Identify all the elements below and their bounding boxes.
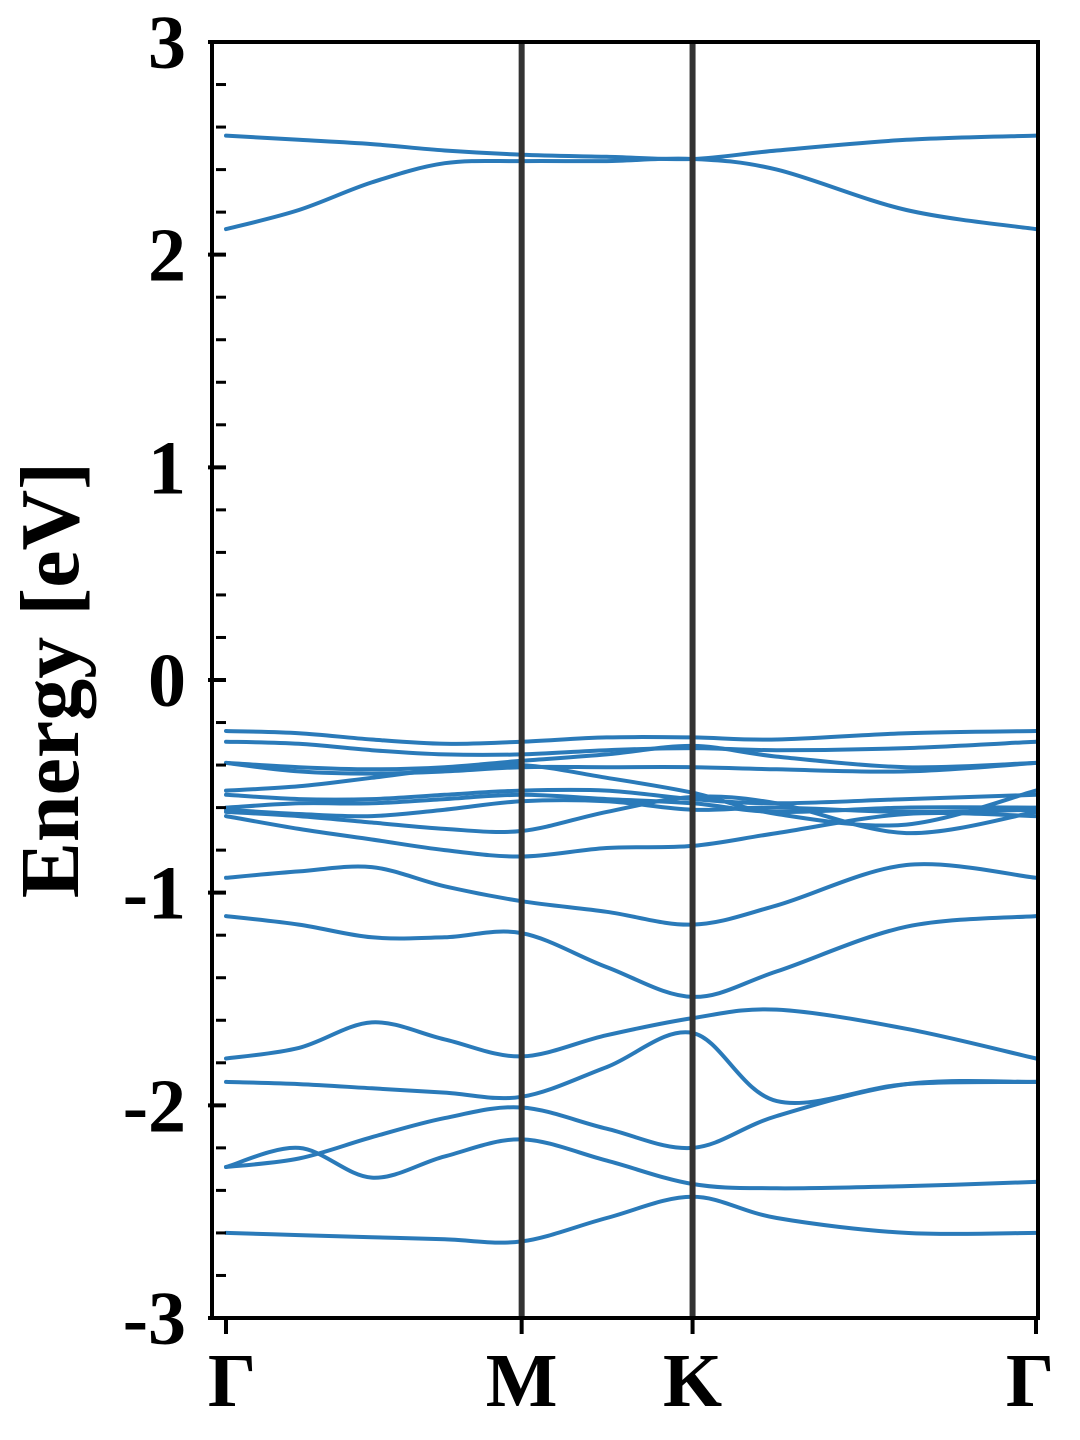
x-tick-label: Γ	[1006, 1339, 1054, 1423]
band-lines	[224, 133, 1038, 1245]
y-tick-label: -2	[123, 1064, 186, 1148]
y-axis-title: Energy [eV]	[4, 462, 97, 898]
band-line-4	[224, 739, 1038, 757]
y-tick-label: 0	[148, 639, 186, 723]
band-line-6	[224, 760, 1038, 776]
band-line-13	[224, 862, 1038, 927]
band-line-1	[224, 133, 1038, 162]
band-line-16	[224, 1030, 1038, 1106]
x-tick-label: K	[663, 1339, 722, 1423]
band-line-7	[224, 762, 1038, 828]
x-tick-label: Γ	[208, 1339, 256, 1423]
y-tick-label: 3	[148, 1, 186, 85]
y-tick-label: -1	[123, 852, 186, 936]
band-line-9	[224, 792, 1038, 814]
y-tick-label: 2	[148, 214, 186, 298]
y-tick-label: -3	[123, 1277, 186, 1361]
band-line-12	[224, 811, 1038, 859]
band-line-15	[224, 1007, 1038, 1061]
band-line-8	[224, 787, 1038, 806]
band-line-18	[224, 1137, 1038, 1191]
y-tick-label: 1	[148, 426, 186, 510]
band-line-11	[224, 794, 1038, 836]
band-line-19	[224, 1194, 1038, 1245]
plot-frame	[210, 40, 1040, 1320]
band-line-10	[224, 798, 1038, 819]
band-line-2	[224, 156, 1038, 232]
band-line-14	[224, 914, 1038, 999]
band-line-17	[224, 1078, 1038, 1169]
band-line-5	[224, 743, 1038, 772]
x-tick-label: M	[486, 1339, 558, 1423]
high-symmetry-dividers	[518, 42, 696, 1318]
band-line-3	[224, 729, 1038, 746]
